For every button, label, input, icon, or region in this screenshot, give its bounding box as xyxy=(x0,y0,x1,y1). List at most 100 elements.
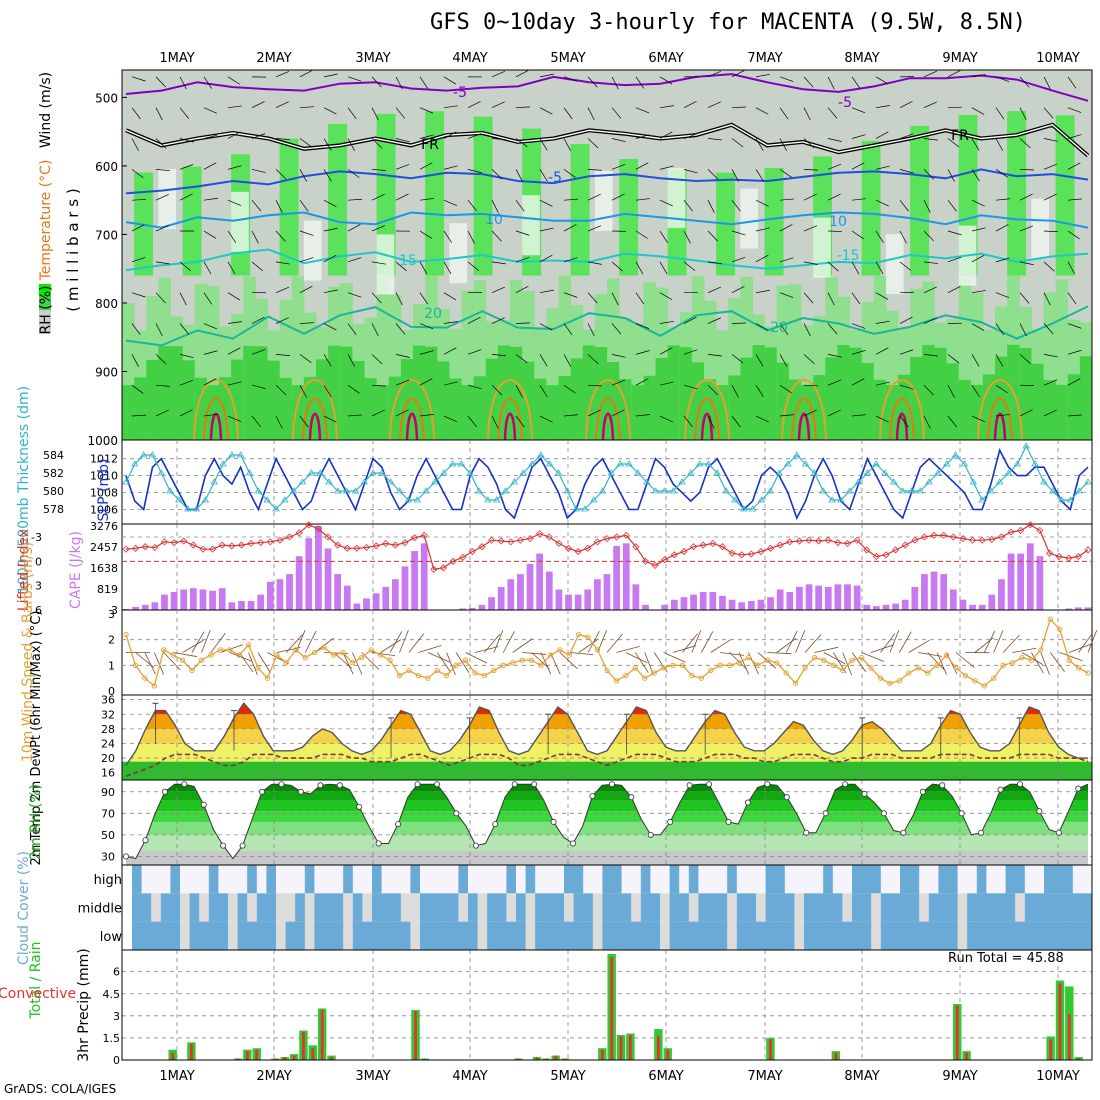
lifted-index-point xyxy=(670,551,678,559)
cloud-cell xyxy=(967,865,978,894)
cape-bar xyxy=(334,574,342,610)
cloud-cell xyxy=(304,893,315,922)
lifted-index-point xyxy=(930,531,938,539)
run-total-label: Run Total = 45.88 xyxy=(948,951,1064,966)
thickness-point xyxy=(669,487,677,494)
rh2m-point xyxy=(667,818,674,825)
wind-barb xyxy=(299,169,307,182)
wind10-barb xyxy=(484,633,501,653)
thickness-point xyxy=(457,460,466,467)
temp-contour-30 xyxy=(399,397,425,441)
wind10-point xyxy=(311,649,318,656)
cloud-cell xyxy=(909,893,920,922)
cloud-cell xyxy=(948,893,958,922)
wind10-point xyxy=(528,657,535,663)
wind10-panel xyxy=(122,610,1098,695)
wind-barb xyxy=(395,409,409,417)
wind-barb xyxy=(803,323,811,337)
thickness-point xyxy=(996,478,1004,485)
thickness-point xyxy=(819,487,827,494)
rh2m-point xyxy=(764,781,771,788)
pressure-tick-label: 800 xyxy=(95,297,118,311)
wind-barb xyxy=(875,320,890,324)
cloud-cell xyxy=(285,921,296,950)
thickness-point xyxy=(1084,478,1092,485)
wind-barb xyxy=(371,409,385,417)
thickness-point xyxy=(166,487,174,494)
rh-field-cell xyxy=(134,377,147,440)
lifted-index-point xyxy=(228,542,236,550)
wind-barb xyxy=(731,256,746,263)
wind-barb xyxy=(923,415,931,429)
wind10-point xyxy=(717,662,723,668)
wind10-point xyxy=(972,678,978,684)
wind-barb xyxy=(227,321,242,324)
rh2m-point xyxy=(803,829,810,836)
cloud-cell xyxy=(218,865,229,894)
wind-barb xyxy=(947,70,961,78)
wind-barb xyxy=(683,199,693,212)
wind10-barb xyxy=(173,652,197,657)
cloud-cell xyxy=(765,893,776,922)
wind10-point xyxy=(566,652,572,658)
rh-field-cell xyxy=(946,363,960,440)
cape-bar xyxy=(978,604,986,610)
wind-barb xyxy=(563,107,573,120)
wind-barb xyxy=(155,261,170,265)
lifted-index-point xyxy=(863,546,871,554)
wind-barb xyxy=(155,292,166,304)
cloud-cell xyxy=(237,893,248,922)
wind-barb xyxy=(467,384,482,390)
cape-bar xyxy=(266,581,274,610)
wind-barb xyxy=(827,323,838,335)
thickness-point xyxy=(660,487,669,494)
wind-barb xyxy=(707,138,722,141)
cloud-cell xyxy=(1034,921,1045,950)
thickness-point xyxy=(757,496,766,503)
wind-barb xyxy=(731,138,744,148)
wind-barb xyxy=(179,323,190,335)
rh-field-cell xyxy=(376,385,390,440)
wind-barb xyxy=(347,354,355,367)
wind10-barb xyxy=(1068,643,1092,653)
wind-barb xyxy=(875,261,884,275)
cloud-cell xyxy=(1072,893,1083,922)
cloud-cell xyxy=(832,921,843,950)
thickness-point xyxy=(793,451,801,458)
wind10-point xyxy=(151,683,157,689)
temp2m-line xyxy=(125,702,1088,766)
pressure-axis-title: ( m i l l i b a r s ) xyxy=(64,188,82,311)
cloud-cell xyxy=(804,893,814,922)
thickness-point xyxy=(210,478,218,485)
thickness-point xyxy=(563,487,571,494)
temp-contour-30 xyxy=(203,397,229,441)
lifted-index-point xyxy=(757,548,765,556)
wind10-point xyxy=(830,662,837,668)
wind-barb xyxy=(155,409,169,417)
wind-barb xyxy=(707,169,719,180)
thickness-point xyxy=(687,469,695,476)
wind-barb xyxy=(491,384,503,396)
cloud-cell xyxy=(276,865,286,894)
wind-barb xyxy=(659,105,674,109)
wind-barb xyxy=(707,384,719,396)
rh-field-cell xyxy=(352,360,365,440)
wind-barb xyxy=(275,200,283,213)
wind-barb xyxy=(443,381,458,386)
wind-barb xyxy=(851,162,865,170)
wind-barb xyxy=(587,76,598,88)
lifted-index-point xyxy=(1084,546,1092,554)
lifted-index-point xyxy=(507,538,515,546)
rh2m-point xyxy=(1016,781,1023,788)
wind10-point xyxy=(934,662,940,668)
wind-barb xyxy=(923,200,931,213)
wind10-barb xyxy=(767,652,792,655)
wind-barb xyxy=(683,169,698,174)
wind10-point xyxy=(434,667,440,674)
wind-barb xyxy=(611,323,622,335)
cloud-cell xyxy=(1044,865,1054,894)
cloud-cell xyxy=(880,921,891,950)
rh-field-cell xyxy=(1079,356,1093,440)
cloud-cell xyxy=(420,921,430,950)
cloud-cell xyxy=(468,865,478,894)
